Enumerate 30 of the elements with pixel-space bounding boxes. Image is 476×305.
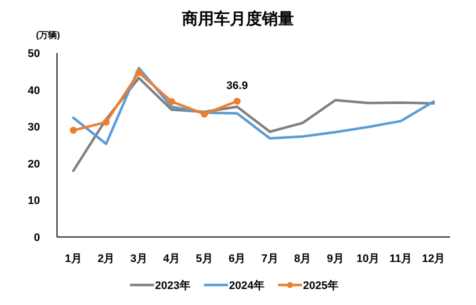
x-tick-label: 7月 [261,253,278,265]
legend-label: 2023年 [155,279,190,292]
point [70,126,77,134]
x-tick-label: 5月 [196,253,213,265]
x-tick-label: 2月 [98,253,115,265]
point [102,118,110,126]
x-tick-label: 12月 [422,253,446,265]
x-tick-label: 1月 [64,253,82,265]
x-tick-label: 9月 [326,253,344,265]
y-tick-label: 0 [34,232,40,244]
y-tick-label: 50 [28,48,40,60]
legend-label: 2025年 [303,279,338,292]
y-tick-label: 30 [28,122,40,134]
x-tick-label: 11月 [390,253,412,265]
point [200,110,208,118]
point [168,98,176,106]
point [135,69,142,76]
y-tick-label: 20 [28,158,40,170]
y-tick-label: 10 [28,195,40,208]
y-axis-title: (万辆) [36,30,60,40]
data-label: 36.9 [226,80,248,92]
y-tick-label: 40 [28,84,40,97]
x-tick-label: 3月 [130,253,148,265]
x-tick-label: 8月 [294,253,312,265]
chart-title: 商用车月度销量 [181,9,294,28]
x-tick-label: 4月 [163,253,180,265]
legend-label: 2024年 [229,279,264,292]
x-tick-label: 10月 [356,253,380,265]
point [234,98,241,105]
x-tick-label: 6月 [228,253,246,265]
